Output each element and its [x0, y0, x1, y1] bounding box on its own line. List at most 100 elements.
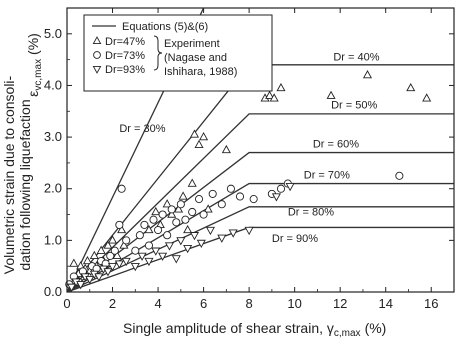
triangle-up-marker	[89, 250, 99, 260]
circle-marker	[144, 241, 154, 250]
triangle-up-marker	[221, 144, 231, 154]
axes: 0 2 4 6 8 10 12 14 16 0.0 1.0 2.0 3.0 4.0 5.0	[44, 7, 455, 311]
circle-marker	[115, 220, 124, 229]
triangle-down-marker	[205, 226, 215, 236]
x-tick-label: 6	[200, 296, 207, 311]
triangle-down-marker	[144, 257, 154, 267]
circle-marker	[163, 231, 172, 240]
x-tick-label: 16	[424, 296, 438, 311]
triangle-up-marker	[69, 258, 79, 267]
triangle-up-marker	[117, 224, 127, 234]
triangle-up-marker	[112, 250, 122, 260]
circle-marker	[176, 200, 185, 209]
y-axis-symbol-text: ε	[25, 91, 41, 97]
triangle-up-marker	[276, 82, 286, 92]
y-tick-label: 1.0	[44, 232, 62, 247]
triangle-down-marker	[171, 255, 181, 264]
triangle-down-marker	[92, 65, 102, 74]
x-axis-label-subscript: c,max	[334, 328, 361, 339]
y-tick-label: 4.0	[44, 77, 62, 92]
x-axis-label: Single amplitude of shear strain, γc,max…	[123, 320, 386, 339]
circle-marker	[106, 251, 115, 260]
circle-marker	[158, 210, 167, 219]
x-tick-label: 10	[287, 296, 301, 311]
triangle-up-marker	[362, 70, 373, 79]
triangle-down-marker	[130, 263, 140, 272]
triangle-down-marker	[151, 247, 161, 256]
circle-marker	[188, 207, 197, 217]
triangle-up-marker	[103, 240, 113, 249]
legend-experiment-label-2: (Nagase and	[164, 52, 227, 64]
data-points	[65, 70, 432, 292]
legend-experiment-label-3: Ishihara, 1988)	[164, 66, 237, 78]
triangle-down-marker	[183, 244, 193, 254]
y-axis-symbol-unit: (%)	[25, 33, 41, 55]
x-axis-label-unit: (%)	[365, 320, 387, 336]
triangle-up-marker	[422, 93, 432, 102]
legend-brace	[153, 35, 163, 71]
circle-marker	[217, 200, 226, 209]
triangle-down-marker	[196, 239, 206, 249]
axis-labels: Single amplitude of shear strain, γc,max…	[1, 33, 386, 339]
triangle-up-marker	[167, 209, 177, 218]
x-tick-label: 12	[333, 296, 347, 311]
triangle-down-marker	[137, 252, 147, 261]
y-axis-symbol: εvc,max (%)	[25, 33, 44, 97]
triangle-down-marker	[285, 182, 295, 192]
curve-line	[67, 206, 454, 292]
x-tick-label: 2	[109, 296, 116, 311]
circle-marker	[154, 225, 163, 235]
circle-marker	[122, 236, 131, 245]
legend-entry-label: Dr=93%	[105, 64, 145, 76]
curve-label: Dr = 80%	[288, 207, 334, 219]
x-axis-label-text: Single amplitude of shear strain, γ	[123, 320, 334, 336]
circle-marker	[167, 205, 176, 214]
triangle-down-marker	[217, 234, 227, 243]
x-tick-label: 14	[378, 296, 392, 311]
triangle-up-marker	[92, 36, 102, 44]
circle-marker	[93, 51, 101, 59]
curve-line	[67, 113, 454, 292]
x-tick-label: 0	[63, 296, 70, 311]
circle-marker	[110, 246, 119, 255]
circle-marker	[117, 184, 126, 193]
circle-marker	[395, 171, 404, 180]
circle-marker	[140, 220, 149, 229]
circle-marker	[172, 218, 181, 227]
curve-label: Dr = 60%	[313, 138, 359, 150]
legend-line-label: Equations (5)&(6)	[122, 21, 208, 33]
triangle-up-marker	[174, 204, 184, 213]
triangle-up-marker	[96, 245, 106, 254]
plot-area: Dr = 30% Dr = 40% Dr = 50% Dr = 60% Dr = 70%…	[65, 8, 454, 292]
x-tick-label: 4	[154, 296, 161, 311]
triangle-down-marker	[164, 242, 174, 251]
circle-marker	[131, 246, 140, 255]
triangle-down-marker	[189, 232, 200, 241]
triangle-up-marker	[265, 90, 275, 99]
legend: Equations (5)&(6) Dr=47% Dr=73% Dr=93% Exper…	[83, 14, 273, 92]
circle-marker	[208, 189, 217, 198]
triangle-up-marker	[194, 139, 204, 148]
triangle-down-marker	[67, 283, 77, 292]
triangle-up-marker	[269, 93, 279, 102]
triangle-down-marker	[103, 268, 113, 277]
y-tick-label: 0.0	[44, 284, 62, 299]
triangle-up-marker	[107, 235, 118, 244]
triangle-down-marker	[107, 263, 118, 272]
triangle-up-marker	[199, 132, 209, 141]
curve-label: Dr = 30%	[119, 123, 165, 135]
triangle-down-marker	[85, 275, 95, 285]
legend-experiment-label-1: Experiment	[164, 38, 220, 50]
triangle-up-marker	[178, 191, 188, 200]
circle-marker	[135, 231, 144, 240]
triangle-up-marker	[82, 255, 93, 265]
triangle-up-marker	[151, 206, 161, 216]
curve-line	[67, 182, 454, 292]
circle-marker	[235, 192, 245, 201]
legend-entry-label: Dr=47%	[105, 36, 145, 48]
circle-marker	[276, 184, 286, 193]
triangle-up-marker	[326, 90, 336, 99]
triangle-down-marker	[271, 193, 281, 202]
curve-label: Dr = 40%	[333, 52, 379, 64]
